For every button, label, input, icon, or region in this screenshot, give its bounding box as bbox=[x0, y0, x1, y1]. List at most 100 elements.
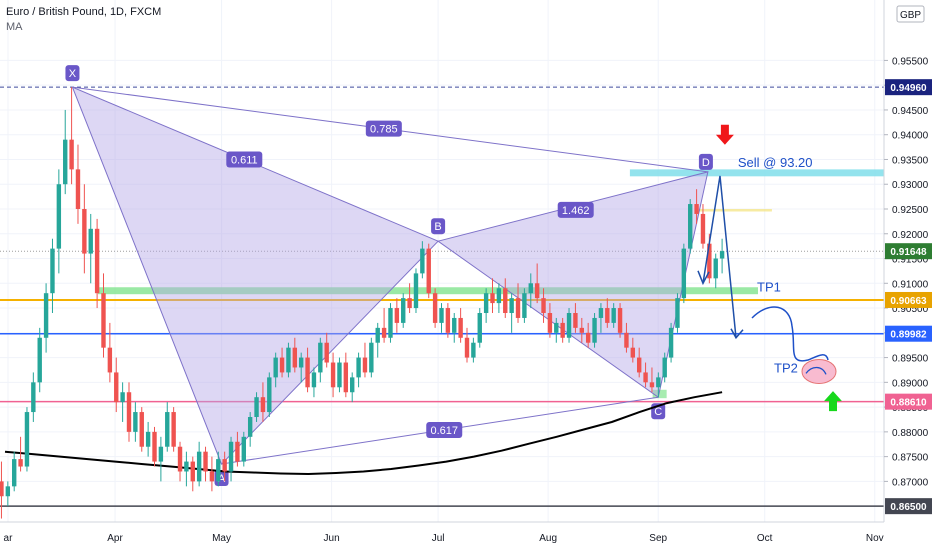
candle-bull bbox=[388, 308, 393, 338]
time-tick-label: May bbox=[212, 533, 231, 544]
ratio-ac-box bbox=[426, 421, 463, 438]
candle-bull bbox=[413, 273, 419, 309]
green-up-arrow bbox=[824, 391, 842, 412]
candle-bull bbox=[88, 228, 93, 254]
tp2-label: TP2 bbox=[774, 360, 798, 375]
time-tick-label: Aug bbox=[539, 533, 557, 544]
time-tick-label: Jul bbox=[432, 533, 445, 544]
candle-bear bbox=[343, 362, 349, 393]
candle-bull bbox=[656, 377, 661, 388]
candle-bear bbox=[190, 461, 195, 482]
horizontal-levels bbox=[0, 86, 884, 507]
candle-bull bbox=[56, 184, 62, 249]
candle-bear bbox=[235, 441, 240, 462]
price-tick-label: 0.88000 bbox=[892, 428, 929, 439]
price-axis[interactable]: 0.955000.950000.945000.940000.935000.930… bbox=[883, 0, 932, 522]
candle-bear bbox=[222, 459, 227, 472]
time-tick-label: Nov bbox=[866, 533, 884, 544]
candle-bear bbox=[94, 228, 100, 294]
price-tick-label: 0.91500 bbox=[892, 255, 929, 266]
candle-bull bbox=[50, 248, 55, 294]
candle-bull bbox=[668, 327, 674, 358]
indicator-label[interactable]: MA bbox=[6, 21, 23, 33]
candle-bull bbox=[420, 248, 425, 274]
candle-bull bbox=[554, 322, 559, 333]
candle-bear bbox=[560, 322, 565, 338]
candle-bear bbox=[490, 293, 495, 304]
candle-bear bbox=[203, 451, 208, 472]
candle-bear bbox=[579, 327, 584, 333]
candle-bull bbox=[496, 288, 502, 304]
orange-level-price-text: 0.90663 bbox=[890, 296, 927, 307]
point-b-box bbox=[431, 218, 446, 235]
candle-bull bbox=[452, 317, 457, 333]
projection-arrowhead-2 bbox=[697, 270, 710, 286]
candle-bear bbox=[649, 382, 655, 388]
price-tick-label: 0.95500 bbox=[892, 56, 929, 67]
candle-bull bbox=[401, 298, 406, 323]
candle-bull bbox=[598, 308, 604, 318]
ratio-xb-box bbox=[226, 151, 263, 168]
candle-bull bbox=[37, 337, 42, 383]
candle-bear bbox=[426, 248, 431, 294]
ratio-xd-box bbox=[365, 120, 402, 137]
candle-bear bbox=[458, 317, 463, 338]
candle-bull bbox=[247, 417, 253, 437]
ratio-bd-box bbox=[557, 201, 594, 218]
chart-title: Euro / British Pound, 1D, FXCM bbox=[6, 6, 162, 18]
time-tick-label: Oct bbox=[757, 533, 773, 544]
dark-level-price-text: 0.86500 bbox=[890, 502, 927, 513]
price-tick-label: 0.90500 bbox=[892, 304, 929, 315]
tp2-scribble bbox=[805, 366, 827, 375]
sell-label: Sell @ 93.20 bbox=[738, 155, 813, 170]
candle-bull bbox=[254, 397, 259, 418]
candle-bull bbox=[228, 441, 234, 472]
candle-bear bbox=[324, 342, 329, 363]
candle-bear bbox=[82, 208, 87, 254]
orange-level-price-tag bbox=[885, 291, 932, 308]
ratio-xd-text: 0.785 bbox=[370, 124, 398, 136]
candle-bull bbox=[133, 412, 138, 432]
candle-bear bbox=[69, 139, 74, 170]
annotations: Sell @ 93.20 TP1 TP2 bbox=[697, 124, 842, 412]
candle-bull bbox=[165, 412, 170, 447]
price-tick-label: 0.87500 bbox=[892, 453, 929, 464]
candle-bull bbox=[477, 313, 482, 343]
time-axis[interactable]: ar Apr May Jun Jul Aug Sep Oct Nov bbox=[0, 521, 884, 544]
candle-bull bbox=[369, 342, 374, 373]
candle-bull bbox=[439, 308, 444, 323]
price-tick-label: 0.93500 bbox=[892, 155, 929, 166]
candle-bear bbox=[630, 347, 636, 358]
price-tick-label: 0.94000 bbox=[892, 131, 929, 142]
x-level-price-tag bbox=[885, 79, 932, 96]
candle-bear bbox=[0, 481, 4, 497]
candle-bear bbox=[330, 362, 336, 388]
candle-bull bbox=[713, 258, 718, 279]
dark-level-price-tag bbox=[885, 498, 932, 515]
candle-bear bbox=[381, 327, 387, 338]
price-tick-label: 0.94500 bbox=[892, 106, 929, 117]
point-d-text: D bbox=[702, 157, 710, 169]
candle-bull bbox=[528, 283, 533, 294]
candle-bear bbox=[432, 293, 438, 323]
candle-bull bbox=[688, 204, 693, 249]
price-tick-label: 0.89000 bbox=[892, 378, 929, 389]
candle-bear bbox=[534, 283, 540, 299]
candle-bear bbox=[541, 298, 546, 314]
chart-header: Euro / British Pound, 1D, FXCM MA bbox=[6, 5, 161, 35]
candle-bear bbox=[694, 204, 699, 214]
candle-bear bbox=[636, 357, 642, 373]
red-down-arrow bbox=[715, 124, 734, 145]
tp1-label: TP1 bbox=[757, 279, 781, 294]
candle-bull bbox=[5, 486, 11, 497]
candle-bear bbox=[573, 313, 578, 328]
candle-bull bbox=[592, 317, 597, 343]
point-x-box bbox=[65, 65, 80, 82]
candle-bull bbox=[184, 461, 189, 472]
candle-bear bbox=[515, 298, 521, 318]
candle-bull bbox=[318, 342, 323, 373]
candle-bull bbox=[311, 372, 317, 388]
